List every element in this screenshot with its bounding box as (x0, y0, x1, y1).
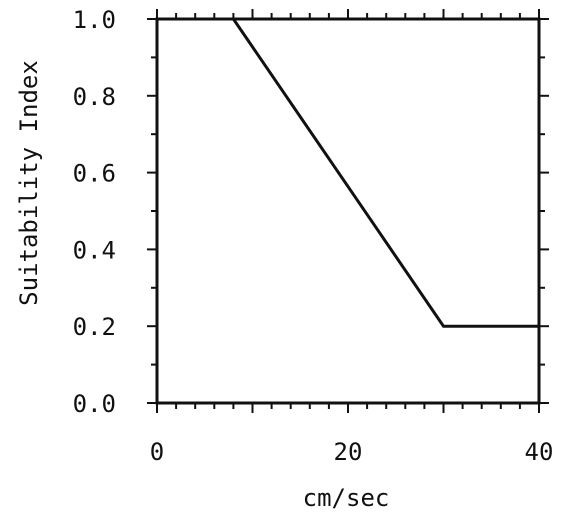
plot-frame (155, 17, 541, 405)
y-tick-label: 1.0 (73, 6, 116, 34)
y-tick-label: 0.8 (73, 83, 116, 111)
x-axis-title: cm/sec (303, 484, 390, 512)
series-line-0 (157, 17, 539, 328)
y-tick-label: 0.6 (73, 160, 116, 188)
x-tick-label: 0 (150, 438, 164, 466)
y-axis-title: Suitability Index (15, 60, 43, 306)
y-tick-labels: 0.0 0.2 0.4 0.6 0.8 1.0 (73, 6, 116, 418)
x-tick-label: 40 (525, 438, 554, 466)
series-layer (157, 17, 539, 328)
tick-marks (147, 9, 549, 413)
y-tick-label: 0.4 (73, 236, 116, 264)
y-tick-label: 0.2 (73, 313, 116, 341)
x-tick-label: 20 (334, 438, 363, 466)
y-tick-label: 0.0 (73, 390, 116, 418)
x-tick-labels: 0 20 40 (150, 438, 554, 466)
